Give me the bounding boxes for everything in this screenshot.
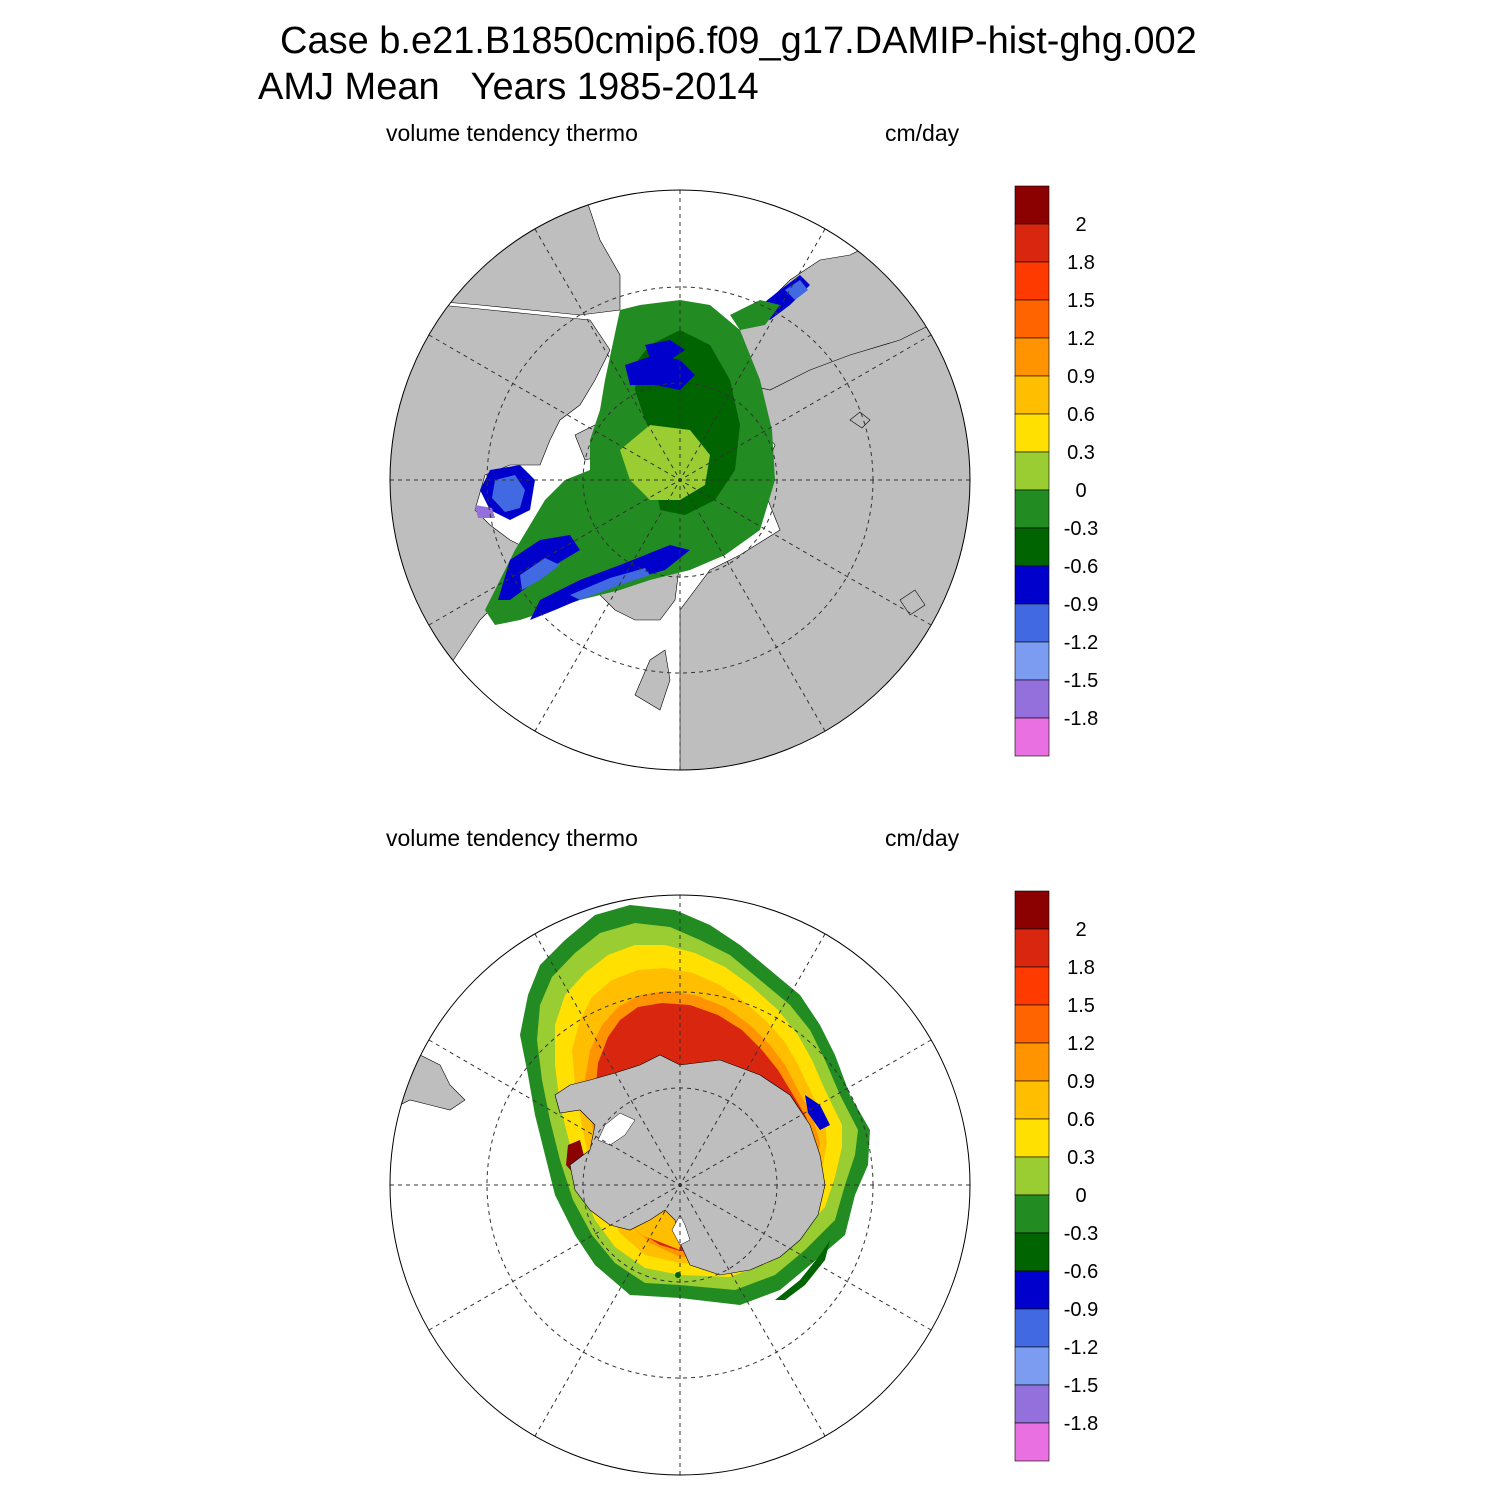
south-colorbar-tick-label: 1.8 xyxy=(1067,957,1095,979)
north-variable-label: volume tendency thermo xyxy=(386,120,638,146)
south-colorbar-tick-label: 0 xyxy=(1075,1185,1086,1207)
north-colorbar-tick-label: 0.9 xyxy=(1067,366,1095,388)
north-colorbar-swatch xyxy=(1014,603,1050,643)
north-colorbar-tick-label: 1.8 xyxy=(1067,252,1095,274)
north-colorbar-swatch xyxy=(1014,261,1050,301)
north-colorbar-tick-label: -0.6 xyxy=(1064,556,1098,578)
south-colorbar-tick-label: -0.3 xyxy=(1064,1223,1098,1245)
north-polar-map xyxy=(389,189,971,771)
south-colorbar-swatch xyxy=(1014,1042,1050,1082)
ross-ice-shelf xyxy=(671,1214,691,1246)
south-colorbar-swatch xyxy=(1014,1156,1050,1196)
north-colorbar-tick-label: -0.9 xyxy=(1064,594,1098,616)
north-colorbar-tick-label: 0 xyxy=(1075,480,1086,502)
north-colorbar-swatch xyxy=(1014,223,1050,263)
south-colorbar-tick-label: 1.2 xyxy=(1067,1033,1095,1055)
south-map-border xyxy=(389,894,971,1476)
south-colorbar-tick-label: -0.9 xyxy=(1064,1299,1098,1321)
south-polar-map xyxy=(389,894,971,1476)
south-colorbar: 2 1.8 1.5 1.2 0.9 0.6 0.3 0 -0.3 -0.6 -0.9 -1.2 -1.5… xyxy=(1014,890,1098,1462)
case-title: Case b.e21.B1850cmip6.f09_g17.DAMIP-hist… xyxy=(280,20,1197,62)
south-colorbar-tick-label: -1.2 xyxy=(1064,1337,1098,1359)
north-colorbar-swatch xyxy=(1014,565,1050,605)
north-graticule xyxy=(390,190,970,770)
south-colorbar-tick-label: -0.6 xyxy=(1064,1261,1098,1283)
south-colorbar-tick-label: 0.9 xyxy=(1067,1071,1095,1093)
season-years-title: AMJ Mean Years 1985-2014 xyxy=(258,66,759,108)
north-colorbar-tick-label: 0.6 xyxy=(1067,404,1095,426)
south-graticule xyxy=(390,895,970,1475)
north-colorbar-swatch xyxy=(1014,185,1050,225)
north-map-border xyxy=(389,189,971,771)
south-colorbar-swatch xyxy=(1014,966,1050,1006)
south-colorbar-swatch xyxy=(1014,1004,1050,1044)
south-colorbar-swatch xyxy=(1014,1080,1050,1120)
north-colorbar-swatch xyxy=(1014,527,1050,567)
south-colorbar-swatch xyxy=(1014,1308,1050,1348)
north-colorbar-swatch xyxy=(1014,413,1050,453)
south-colorbar-swatch xyxy=(1014,1118,1050,1158)
weddell-ice-shelf xyxy=(597,1112,636,1146)
north-colorbar: 2 1.8 1.5 1.2 0.9 0.6 0.3 0 -0.3 -0.6 -0.9 -1.2 -1.5… xyxy=(1014,185,1098,757)
north-units-label: cm/day xyxy=(885,120,960,146)
south-variable-label: volume tendency thermo xyxy=(386,825,638,851)
north-colorbar-tick-label: 0.3 xyxy=(1067,442,1095,464)
south-colorbar-swatch xyxy=(1014,1194,1050,1234)
south-colorbar-swatch xyxy=(1014,1384,1050,1424)
south-units-label: cm/day xyxy=(885,825,960,851)
north-colorbar-swatch xyxy=(1014,375,1050,415)
south-colorbar-swatch xyxy=(1014,1346,1050,1386)
north-colorbar-swatch xyxy=(1014,337,1050,377)
north-colorbar-swatch xyxy=(1014,299,1050,339)
south-colorbar-swatch xyxy=(1014,1422,1050,1462)
south-colorbar-swatch xyxy=(1014,1232,1050,1272)
north-colorbar-tick-label: 1.5 xyxy=(1067,290,1095,312)
south-colorbar-swatch xyxy=(1014,1270,1050,1310)
south-colorbar-tick-label: -1.5 xyxy=(1064,1375,1098,1397)
north-colorbar-tick-label: -0.3 xyxy=(1064,518,1098,540)
north-colorbar-swatch xyxy=(1014,489,1050,529)
north-colorbar-swatch xyxy=(1014,717,1050,757)
south-colorbar-swatch xyxy=(1014,928,1050,968)
south-colorbar-swatch xyxy=(1014,890,1050,930)
north-colorbar-tick-label: 1.2 xyxy=(1067,328,1095,350)
north-colorbar-tick-label: -1.8 xyxy=(1064,708,1098,730)
antarctica-land xyxy=(554,1054,826,1276)
north-colorbar-swatch xyxy=(1014,451,1050,491)
north-colorbar-tick-label: 2 xyxy=(1075,214,1086,236)
north-colorbar-swatch xyxy=(1014,641,1050,681)
south-colorbar-tick-label: -1.8 xyxy=(1064,1413,1098,1435)
south-colorbar-tick-label: 2 xyxy=(1075,919,1086,941)
south-colorbar-tick-label: 0.6 xyxy=(1067,1109,1095,1131)
north-colorbar-swatch xyxy=(1014,679,1050,719)
south-colorbar-tick-label: 0.3 xyxy=(1067,1147,1095,1169)
north-ice-field xyxy=(475,275,810,625)
north-colorbar-tick-label: -1.5 xyxy=(1064,670,1098,692)
north-colorbar-tick-label: -1.2 xyxy=(1064,632,1098,654)
south-colorbar-tick-label: 1.5 xyxy=(1067,995,1095,1017)
